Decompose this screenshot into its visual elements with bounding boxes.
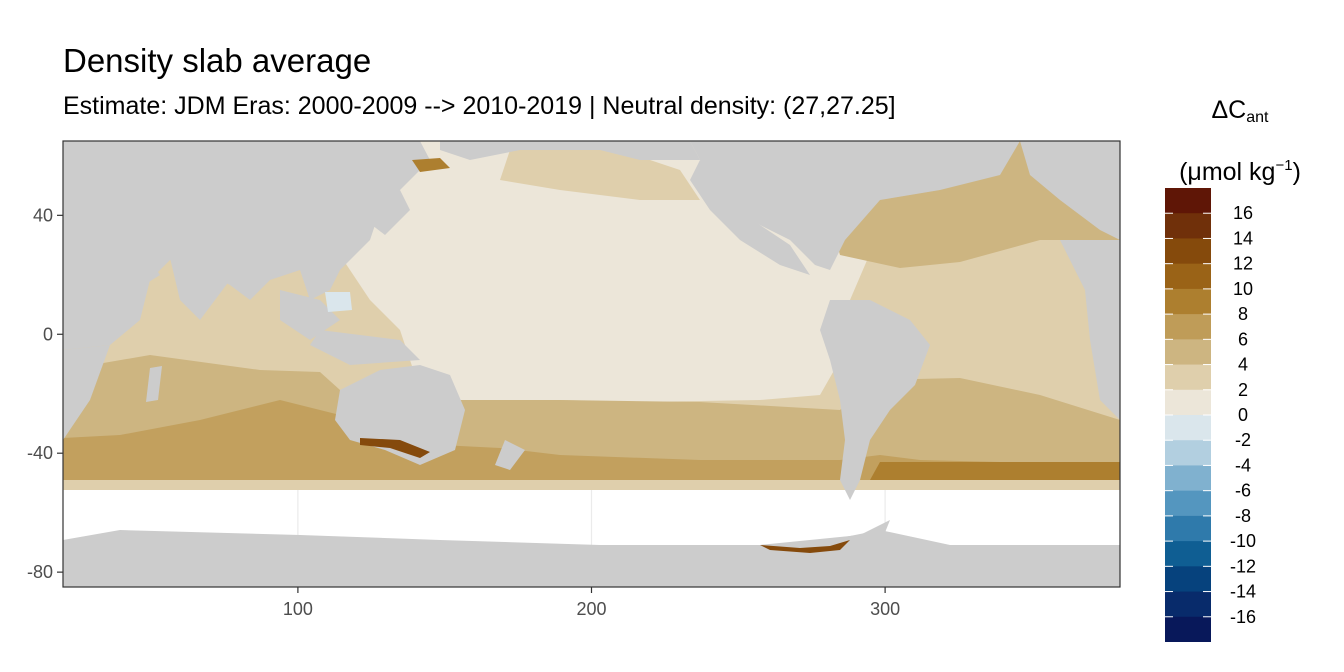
land-africa-wrap bbox=[1060, 240, 1120, 420]
ocean-band-8-10-scotia bbox=[870, 462, 1120, 480]
legend-title: ΔCant (μmol kg−1) bbox=[1140, 86, 1340, 196]
chart-subtitle: Estimate: JDM Eras: 2000-2009 --> 2010-2… bbox=[63, 92, 896, 120]
legend-swatch bbox=[1165, 288, 1211, 315]
y-tick-label: 40 bbox=[33, 205, 53, 225]
ocean-band-2-4-edge bbox=[63, 480, 1120, 490]
land-india bbox=[170, 258, 230, 320]
y-tick-label: 0 bbox=[43, 324, 53, 344]
legend-label: 0 bbox=[1238, 405, 1248, 425]
legend-swatch bbox=[1165, 238, 1211, 265]
land-eurasia-africa bbox=[63, 141, 430, 350]
legend-swatch bbox=[1165, 415, 1211, 441]
land-south-america bbox=[820, 300, 930, 500]
land-japan bbox=[372, 190, 410, 235]
land-alaska-arctic bbox=[440, 141, 700, 160]
land-masses bbox=[63, 141, 1120, 587]
legend-swatch bbox=[1165, 490, 1211, 517]
land-north-america-west bbox=[690, 160, 810, 275]
legend-swatch-bottom bbox=[1165, 616, 1211, 642]
legend-label: 16 bbox=[1233, 203, 1253, 223]
legend-swatch bbox=[1165, 364, 1211, 391]
ocean-band-12-14-south-australia bbox=[360, 438, 430, 458]
land-madagascar bbox=[146, 366, 162, 402]
legend-swatch bbox=[1165, 339, 1211, 366]
legend: 16 14 12 10 8 6 4 2 0 -2 -4 -6 -8 -10 -12 -14 -16 bbox=[1165, 188, 1256, 642]
map-layers bbox=[63, 141, 1120, 587]
legend-swatch bbox=[1165, 188, 1211, 214]
y-axis: 40 0 -40 -80 bbox=[27, 205, 63, 582]
legend-label: -10 bbox=[1230, 531, 1256, 551]
x-tick-label: 300 bbox=[870, 599, 900, 619]
legend-label: -12 bbox=[1230, 556, 1256, 576]
legend-swatch bbox=[1165, 515, 1211, 542]
legend-swatch bbox=[1165, 213, 1211, 239]
legend-swatch bbox=[1165, 465, 1211, 492]
legend-swatch bbox=[1165, 314, 1211, 340]
ocean-band-12-14-antarctic-shelf bbox=[760, 540, 850, 553]
legend-label: 8 bbox=[1238, 304, 1248, 324]
land-north-america-east bbox=[690, 141, 1020, 270]
legend-swatch bbox=[1165, 389, 1211, 416]
legend-variable: ΔCant bbox=[1211, 96, 1269, 126]
land-arabia bbox=[63, 240, 160, 300]
legend-unit: (μmol kg−1) bbox=[1179, 157, 1301, 186]
legend-label: -16 bbox=[1230, 607, 1256, 627]
legend-swatch bbox=[1165, 440, 1211, 466]
ocean-band-8-10-okhotsk bbox=[412, 158, 450, 172]
x-axis: 100 200 300 bbox=[283, 587, 900, 619]
land-indonesia bbox=[310, 330, 420, 365]
legend-label: 14 bbox=[1233, 228, 1253, 248]
legend-label: 12 bbox=[1233, 254, 1253, 274]
legend-label: -2 bbox=[1235, 430, 1251, 450]
legend-label: -4 bbox=[1235, 455, 1251, 475]
land-indochina bbox=[280, 290, 340, 340]
land-antarctic-peninsula bbox=[760, 520, 890, 545]
legend-label: -8 bbox=[1235, 506, 1251, 526]
legend-label: 10 bbox=[1233, 279, 1253, 299]
land-africa-south bbox=[63, 345, 110, 440]
legend-swatch bbox=[1165, 591, 1211, 618]
x-tick-label: 100 bbox=[283, 599, 313, 619]
y-tick-label: -40 bbox=[27, 443, 53, 463]
ocean-band-neg2-0 bbox=[325, 292, 352, 312]
legend-swatch bbox=[1165, 541, 1211, 567]
ocean-band-2-4-north-pacific bbox=[500, 150, 700, 200]
land-new-zealand bbox=[495, 440, 525, 470]
chart-title: Density slab average bbox=[63, 42, 372, 79]
legend-label: -6 bbox=[1235, 481, 1251, 501]
legend-label: 6 bbox=[1238, 329, 1248, 349]
legend-swatch bbox=[1165, 263, 1211, 290]
x-tick-label: 200 bbox=[576, 599, 606, 619]
legend-label: 4 bbox=[1238, 355, 1248, 375]
legend-label: -14 bbox=[1230, 582, 1256, 602]
legend-swatch bbox=[1165, 566, 1211, 593]
legend-label: 2 bbox=[1238, 380, 1248, 400]
y-tick-label: -80 bbox=[27, 562, 53, 582]
land-europe-greenland bbox=[1020, 141, 1120, 240]
